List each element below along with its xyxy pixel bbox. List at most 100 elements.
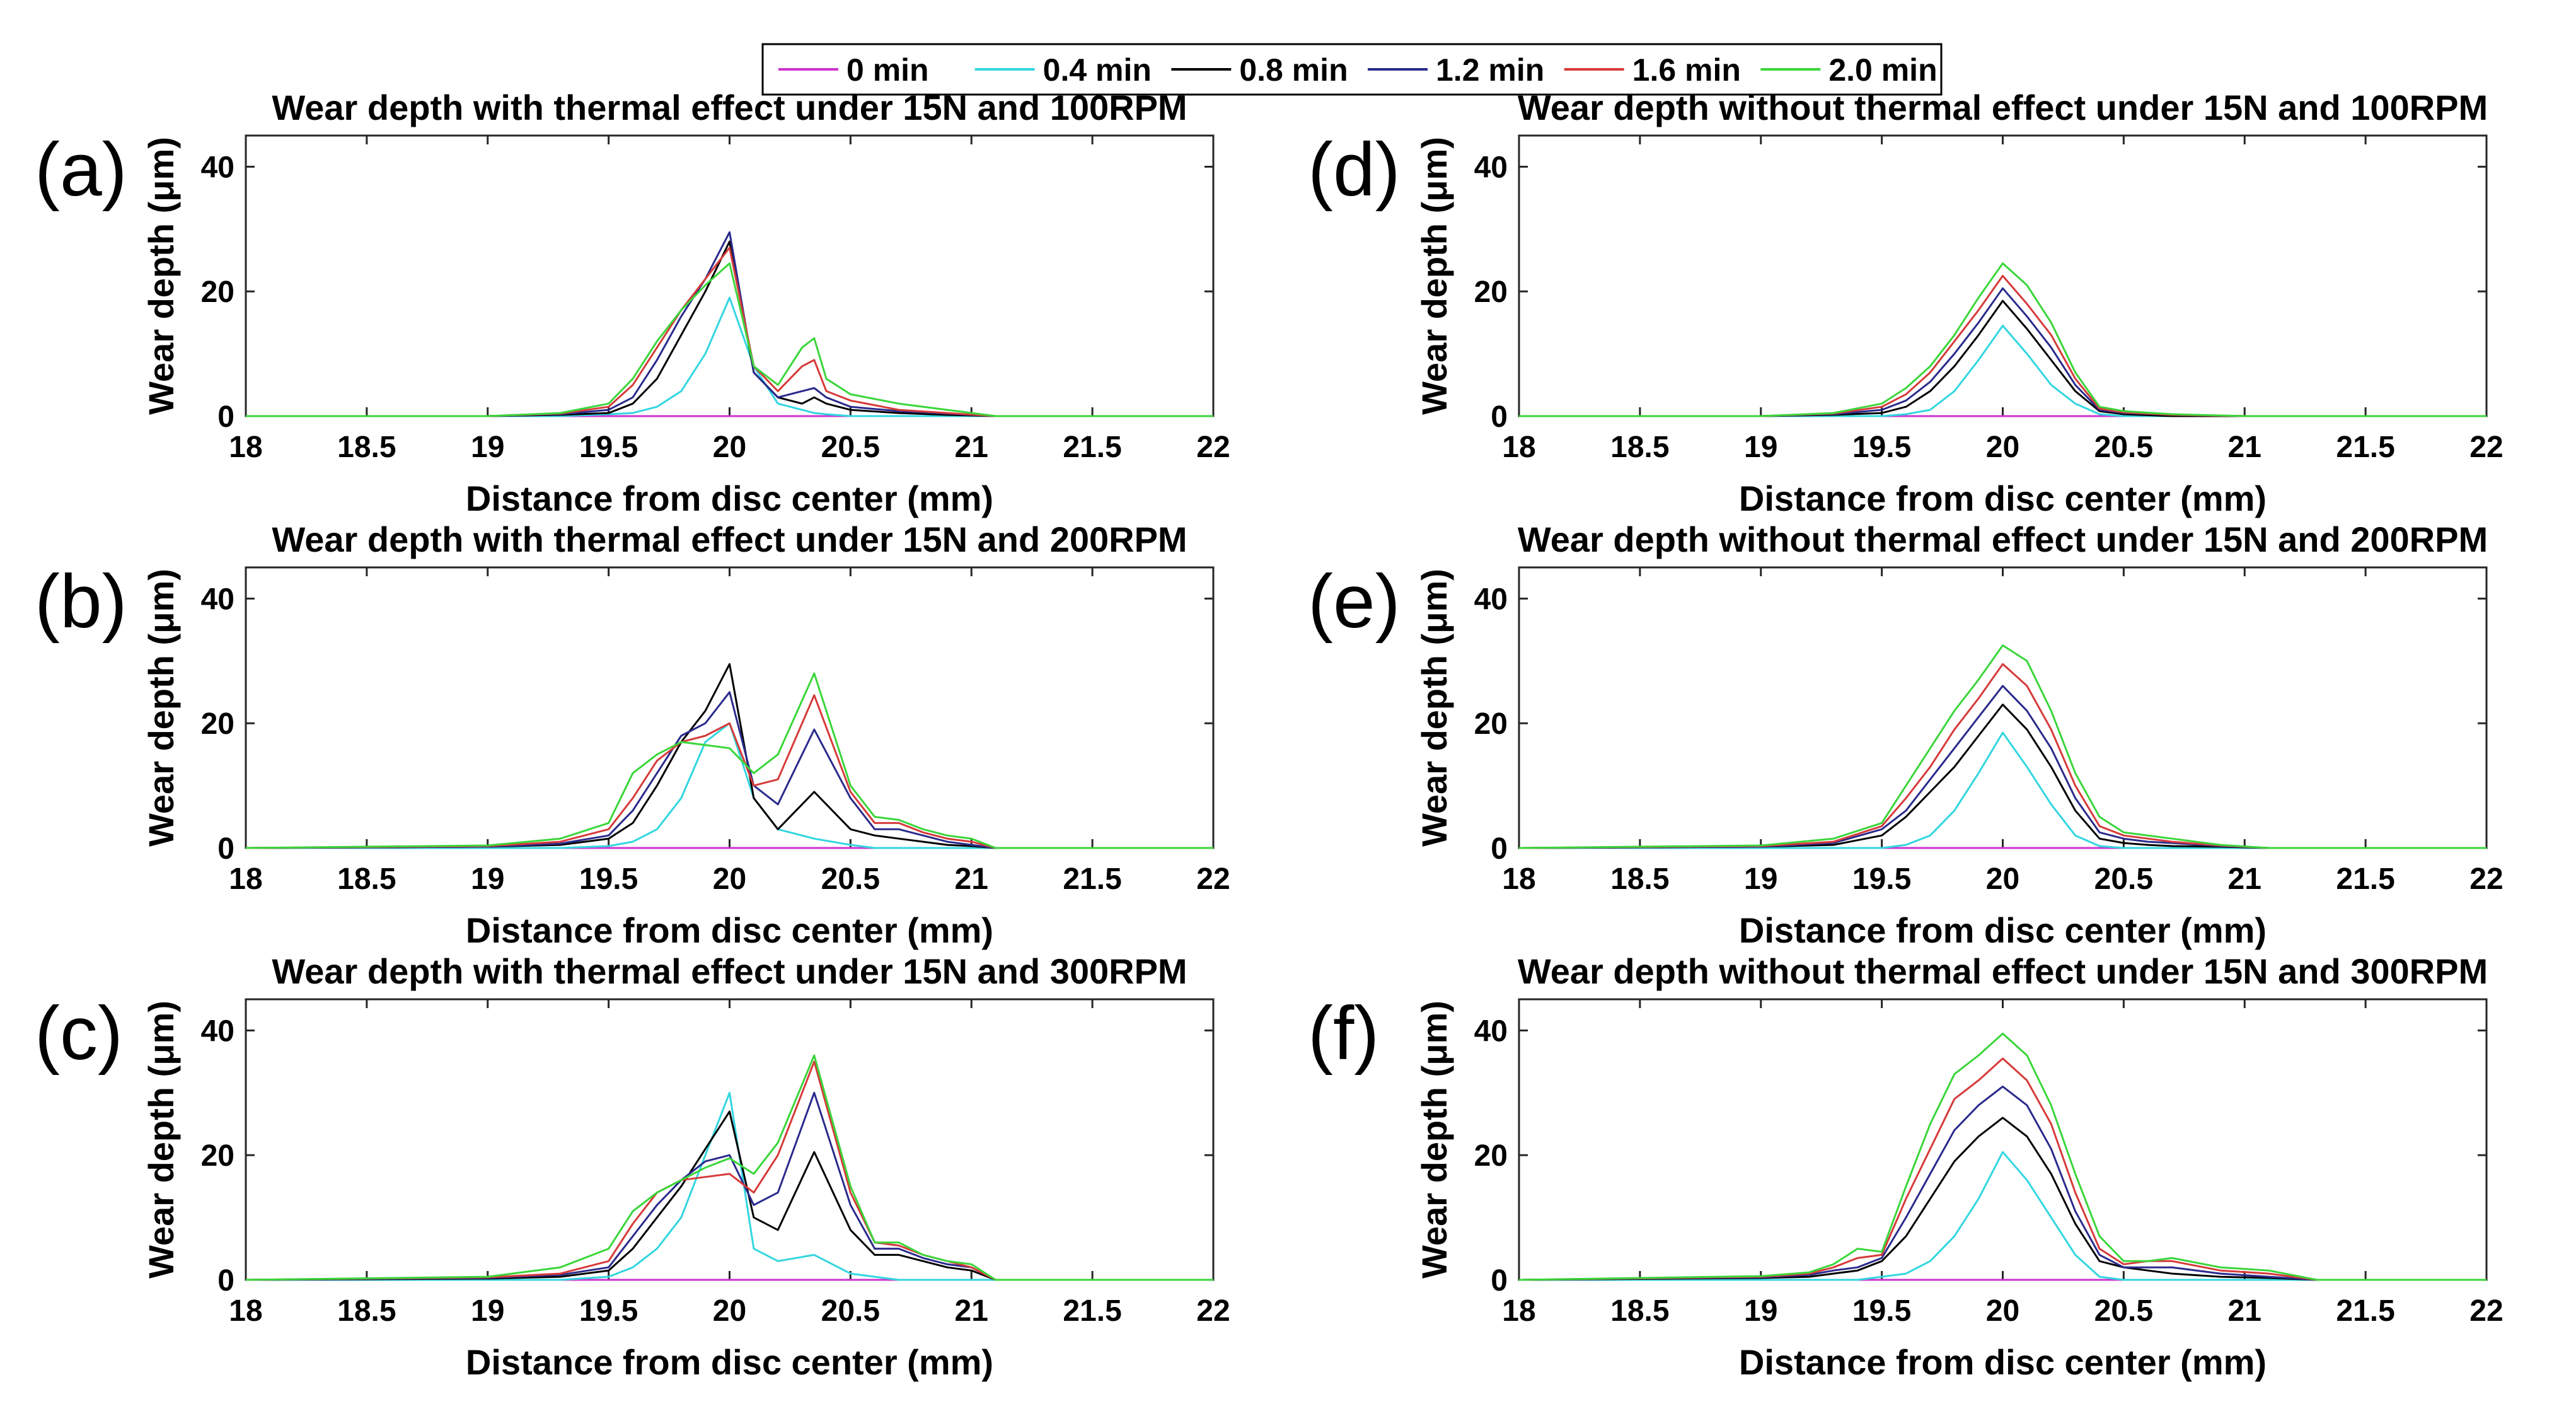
panel-letter: (e) [1308,559,1401,644]
y-tick-label: 20 [201,707,234,741]
series-line-1-2-min [1518,1085,2486,1281]
x-tick-label: 20.5 [821,862,880,896]
x-tick-label: 19 [1744,862,1777,896]
x-tick-label: 19.5 [579,862,638,896]
legend: 0 min 0.4 min 0.8 min 1.2 min 1.6 min 2.0 min [761,43,1943,96]
y-axis-label: Wear depth (μm) [141,1001,181,1279]
x-tick-label: 20.5 [821,431,880,464]
x-tick-label: 19.5 [1852,1294,1911,1328]
legend-entry-label: 0 min [846,52,929,88]
panel-title: Wear depth without thermal effect under … [1518,520,2488,559]
x-tick-label: 21.5 [2336,862,2394,896]
panel-e: Wear depth without thermal effect under … [1308,520,2504,950]
series-line-2-0-min [1518,1032,2486,1281]
x-tick-label: 22 [2469,862,2503,896]
series-line-0-8-min [1518,1117,2486,1281]
x-tick-label: 21.5 [1063,1294,1121,1328]
series-line-1-6-min [245,1060,1213,1281]
x-tick-label: 22 [1196,862,1230,896]
panel-f: Wear depth without thermal effect under … [1308,951,2504,1382]
x-tick-label: 20 [1986,1294,2019,1328]
panel-title: Wear depth with thermal effect under 15N… [272,951,1187,991]
y-tick-label: 0 [217,400,234,434]
x-tick-label: 18.5 [337,862,396,896]
y-tick-label: 20 [1474,707,1508,741]
x-tick-label: 21.5 [2336,431,2394,464]
series-line-1-2-min [245,691,1213,849]
panel-b: Wear depth with thermal effect under 15N… [35,520,1230,950]
x-tick-label: 21.5 [1063,431,1121,464]
panel-title: Wear depth without thermal effect under … [1518,88,2488,127]
panel-title: Wear depth with thermal effect under 15N… [272,520,1187,559]
y-tick-label: 20 [201,1139,234,1173]
x-tick-label: 18.5 [1610,1294,1669,1328]
x-tick-label: 20 [713,431,746,464]
panel-title: Wear depth without thermal effect under … [1518,951,2488,991]
x-tick-label: 20.5 [821,1294,880,1328]
x-tick-label: 18.5 [337,431,396,464]
panel-letter: (a) [35,127,127,212]
x-tick-label: 20 [713,862,746,896]
x-tick-label: 22 [1196,431,1230,464]
x-tick-label: 22 [2469,1294,2503,1328]
x-axis-label: Distance from disc center (mm) [1739,1342,2267,1382]
y-tick-label: 40 [1474,583,1508,616]
legend-entry-label: 0.8 min [1239,52,1348,88]
x-tick-label: 19.5 [1852,431,1911,464]
legend-entry-label: 1.2 min [1436,52,1544,88]
x-tick-label: 18 [229,431,262,464]
x-tick-label: 19 [471,862,504,896]
y-tick-label: 40 [201,151,234,184]
x-tick-label: 21 [2228,431,2261,464]
panel-a: Wear depth with thermal effect under 15N… [35,88,1230,518]
panels: Wear depth with thermal effect under 15N… [35,88,2504,1382]
legend-entry-label: 2.0 min [1828,52,1937,88]
series-line-1-6-min [1518,1057,2486,1281]
x-tick-label: 19 [1744,431,1777,464]
x-tick-label: 21 [2228,1294,2261,1328]
x-axis-label: Distance from disc center (mm) [466,1342,993,1382]
series-line-2-0-min [245,1054,1213,1281]
x-tick-label: 19.5 [1852,862,1911,896]
y-tick-label: 0 [217,1264,234,1297]
series-line-0-4-min [1519,1151,2486,1281]
x-axis-label: Distance from disc center (mm) [1739,910,2267,950]
x-tick-label: 18.5 [1610,862,1669,896]
y-axis-label: Wear depth (μm) [1414,1001,1454,1279]
x-tick-label: 20 [1986,862,2019,896]
panel-letter: (b) [35,559,127,644]
x-tick-label: 18 [229,862,262,896]
x-tick-label: 18.5 [337,1294,396,1328]
axes-frame [245,566,1215,849]
x-tick-label: 19.5 [579,1294,638,1328]
x-tick-label: 20.5 [2094,862,2153,896]
series-line-1-2-min [1518,685,2486,849]
x-tick-label: 18 [1502,862,1535,896]
series-line-0-4-min [1519,325,2486,417]
x-tick-label: 18 [1502,1294,1535,1328]
y-tick-label: 0 [1491,400,1508,434]
panel-letter: (c) [35,991,123,1076]
axes-frame [1518,566,2488,849]
x-tick-label: 18.5 [1610,431,1669,464]
y-tick-label: 0 [1491,832,1508,866]
x-tick-label: 19 [471,431,504,464]
y-axis-label: Wear depth (μm) [1414,137,1454,415]
series-line-1-6-min [1518,663,2486,849]
x-tick-label: 21 [955,862,988,896]
x-axis-label: Distance from disc center (mm) [466,479,993,518]
axes-frame [245,998,1215,1281]
series-line-1-2-min [245,1091,1213,1281]
series-line-2-0-min [246,262,1213,417]
y-tick-label: 20 [1474,1139,1508,1173]
x-tick-label: 21.5 [2336,1294,2394,1328]
x-tick-label: 19.5 [579,431,638,464]
x-axis-label: Distance from disc center (mm) [1739,479,2267,518]
y-tick-label: 40 [201,583,234,616]
axes-frame [245,134,1215,417]
legend-box [761,43,1943,96]
series-line-1-6-min [245,694,1213,849]
x-tick-label: 22 [2469,431,2503,464]
x-tick-label: 21 [2228,862,2261,896]
